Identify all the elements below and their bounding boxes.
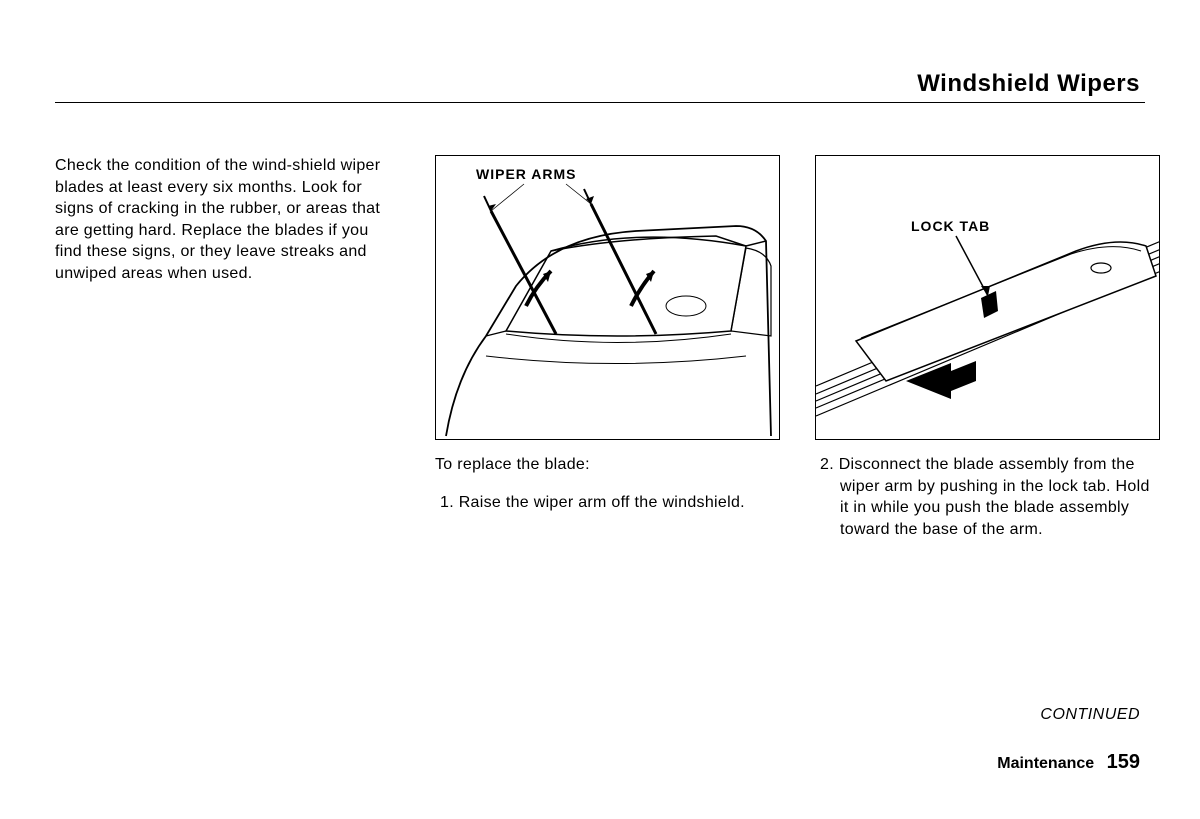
step-1: 1. Raise the wiper arm off the windshiel… [435,492,780,514]
replace-caption: To replace the blade: [435,454,780,476]
column-3: LOCK TAB [815,155,1160,540]
continued-label: CONTINUED [1040,706,1140,724]
page-footer: Maintenance 159 [997,751,1140,774]
footer-section: Maintenance [997,755,1094,772]
intro-paragraph: Check the condition of the wind-shield w… [55,155,400,285]
page-title: Windshield Wipers [917,70,1140,98]
step-2: 2. Disconnect the blade assembly from th… [815,454,1160,540]
column-1: Check the condition of the wind-shield w… [55,155,400,540]
figure-lock-tab: LOCK TAB [815,155,1160,440]
title-rule [55,102,1145,103]
figure-label-wiper-arms: WIPER ARMS [476,166,576,182]
figure-wiper-arms: WIPER ARMS [435,155,780,440]
lock-tab-illustration [816,156,1160,440]
car-windshield-illustration [436,156,780,440]
column-2: WIPER ARMS [435,155,780,540]
content-columns: Check the condition of the wind-shield w… [55,155,1160,540]
figure-label-lock-tab: LOCK TAB [911,218,990,234]
footer-page-number: 159 [1107,751,1140,773]
